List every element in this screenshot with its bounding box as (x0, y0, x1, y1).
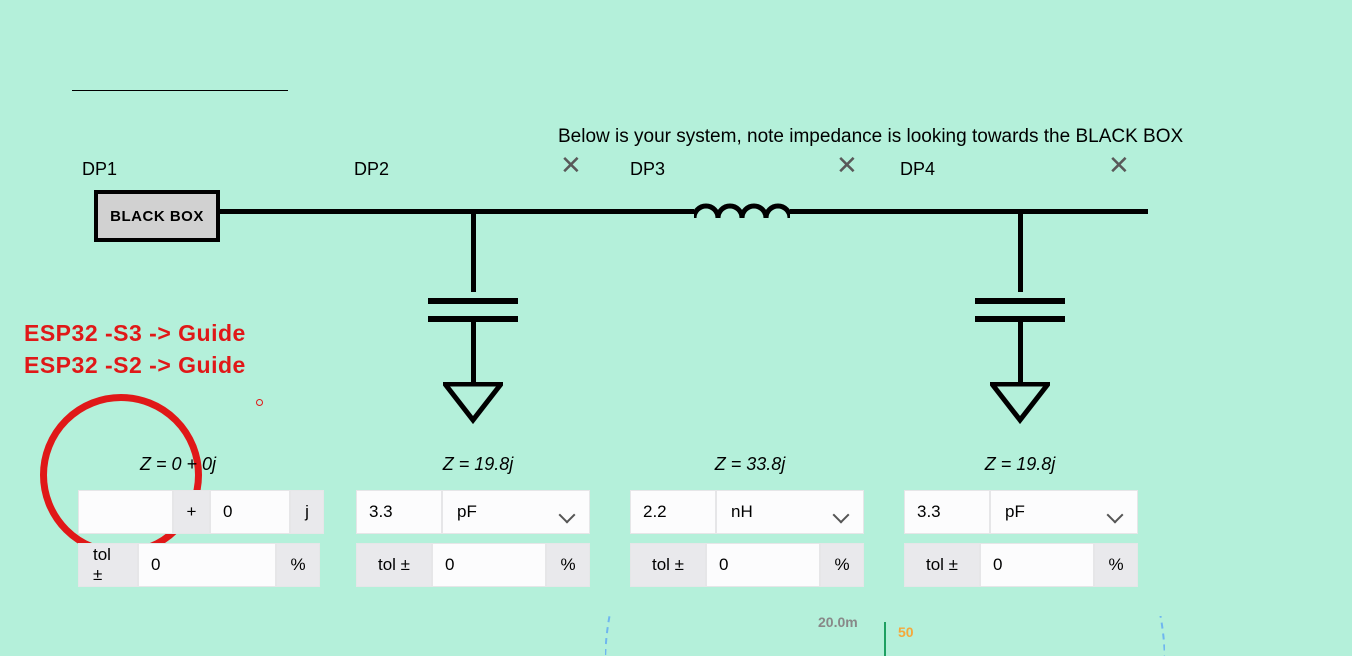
top-underline (72, 90, 288, 91)
series-wire (218, 209, 1148, 214)
dp2-label: DP2 (354, 159, 389, 180)
dp4-unit-label: pF (1005, 502, 1025, 522)
dp3-close-icon[interactable]: ✕ (836, 152, 858, 178)
dp3-input-cluster: nH tol ± % (630, 490, 864, 596)
dp2-tol-unit: % (546, 543, 590, 587)
dp1-imag-input-wrap (210, 490, 290, 534)
shunt2-ground-icon (990, 382, 1050, 426)
dp1-imag-input[interactable] (211, 502, 289, 522)
dp4-close-icon[interactable]: ✕ (1108, 152, 1130, 178)
dp4-tol-unit: % (1094, 543, 1138, 587)
smith-chart-peek (605, 616, 1165, 656)
dp4-tol-label: tol ± (904, 543, 980, 587)
dp2-label-wrap: DP2 (354, 155, 389, 183)
dp1-input-cluster: + j tol ± % (78, 490, 324, 596)
series-inductor-icon (694, 196, 790, 231)
black-box: BLACK BOX (94, 190, 220, 242)
dp1-tol-input[interactable] (139, 555, 275, 575)
dp3-value-input[interactable] (631, 502, 715, 522)
dp4-unit-select[interactable]: pF (990, 490, 1138, 534)
shunt1-stub (471, 212, 476, 292)
smith-label-left: 20.0m (818, 614, 858, 630)
dp4-value-input[interactable] (905, 502, 989, 522)
shunt2-stub (1018, 212, 1023, 292)
esp32-s2-guide-link[interactable]: ESP32 -S2 -> Guide (24, 352, 246, 379)
dp1-real-input[interactable] (79, 502, 172, 522)
dp3-tol-input[interactable] (707, 555, 819, 575)
dp2-z-label: Z = 19.8j (378, 454, 578, 475)
dp1-label: DP1 (82, 159, 117, 180)
dp4-label: DP4 (900, 159, 935, 180)
shunt1-ground-icon (443, 382, 503, 426)
black-box-label: BLACK BOX (110, 208, 204, 225)
dp2-unit-select[interactable]: pF (442, 490, 590, 534)
dp4-tol-input[interactable] (981, 555, 1093, 575)
dp2-unit-label: pF (457, 502, 477, 522)
dp2-tol-input[interactable] (433, 555, 545, 575)
dp2-value-input-wrap (356, 490, 442, 534)
dp3-tol-label: tol ± (630, 543, 706, 587)
impedance-tool-stage: Below is your system, note impedance is … (0, 0, 1352, 656)
dp4-z-label: Z = 19.8j (920, 454, 1120, 475)
dp1-label-wrap: DP1 (82, 155, 117, 183)
dp3-tol-input-wrap (706, 543, 820, 587)
dp1-real-input-wrap (78, 490, 173, 534)
esp32-s3-guide-link[interactable]: ESP32 -S3 -> Guide (24, 320, 246, 347)
dp2-value-input[interactable] (357, 502, 441, 522)
dp3-unit-select[interactable]: nH (716, 490, 864, 534)
dp3-label-wrap: DP3 (630, 155, 665, 183)
dp1-plus-label: + (173, 490, 210, 534)
dp3-tol-unit: % (820, 543, 864, 587)
dp3-unit-label: nH (731, 502, 753, 522)
dp4-label-wrap: DP4 (900, 155, 935, 183)
dp4-tol-input-wrap (980, 543, 1094, 587)
dp3-label: DP3 (630, 159, 665, 180)
dp3-z-label: Z = 33.8j (650, 454, 850, 475)
system-note: Below is your system, note impedance is … (558, 126, 1183, 148)
dp1-tol-unit: % (276, 543, 320, 587)
dp4-input-cluster: pF tol ± % (904, 490, 1138, 596)
dp2-close-icon[interactable]: ✕ (560, 152, 582, 178)
dp2-tol-label: tol ± (356, 543, 432, 587)
dp1-tol-input-wrap (138, 543, 276, 587)
annotation-dot (256, 399, 263, 406)
dp1-j-label: j (290, 490, 324, 534)
dp4-value-input-wrap (904, 490, 990, 534)
dp3-value-input-wrap (630, 490, 716, 534)
smith-label-right: 50 (898, 624, 914, 640)
dp1-tol-label: tol ± (78, 543, 138, 587)
dp2-input-cluster: pF tol ± % (356, 490, 590, 596)
dp1-z-label: Z = 0 + 0j (78, 454, 278, 475)
dp2-tol-input-wrap (432, 543, 546, 587)
